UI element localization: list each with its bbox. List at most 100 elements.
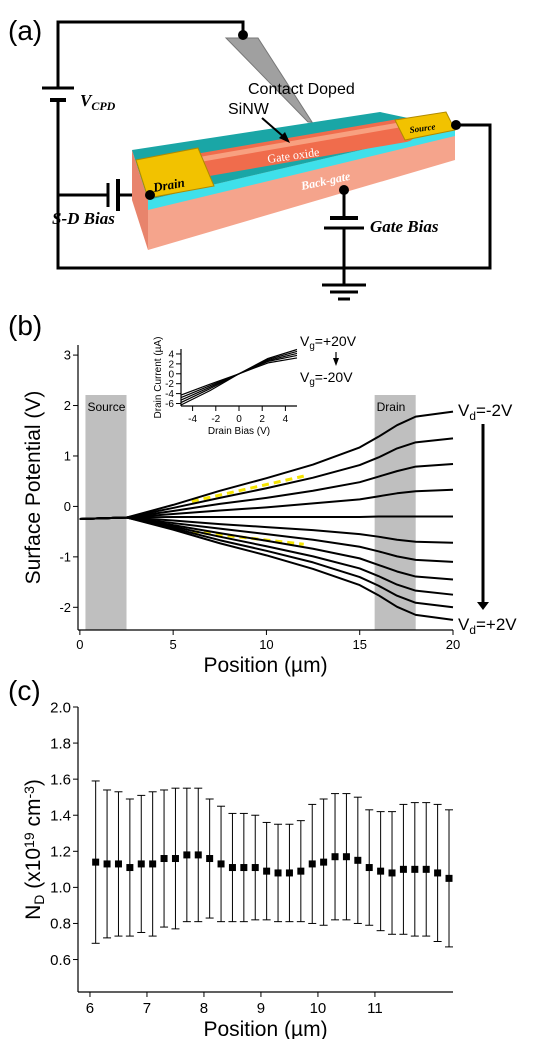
series-line: [79, 488, 454, 521]
series-line: [180, 348, 298, 396]
series-line: [79, 463, 454, 521]
annotation: Vd=+2V: [458, 615, 517, 637]
series-line: [180, 354, 298, 404]
marker: [240, 864, 248, 872]
marker: [388, 869, 396, 877]
marker: [183, 851, 191, 859]
label-part: d: [469, 623, 476, 637]
x-tick-label: 0: [76, 637, 83, 652]
terminal: [339, 185, 349, 195]
marker: [422, 865, 430, 873]
panel-label: (a): [8, 15, 42, 46]
x-axis-label: Position (µm): [203, 654, 327, 677]
source-label: Source: [409, 121, 436, 135]
terminal: [451, 120, 461, 130]
y-tick-label: 0.6: [50, 952, 71, 969]
x-tick-label: 20: [446, 637, 460, 652]
marker: [251, 864, 259, 872]
y-tick-label: -1: [59, 549, 71, 564]
oxide-layer: [148, 128, 455, 210]
marker: [171, 855, 179, 863]
back-gate-slab: [148, 128, 455, 250]
sd-bias-label: S-D Bias: [52, 209, 115, 228]
marker: [103, 860, 111, 868]
label-part: =+2V: [476, 615, 517, 634]
label-part: V: [300, 369, 310, 385]
marker: [137, 860, 145, 868]
x-axis-label: Drain Bias (V): [208, 426, 270, 437]
y-tick-label: 0.8: [50, 916, 71, 933]
y-tick-label: -4: [165, 389, 174, 400]
label-part: =+20V: [315, 333, 357, 349]
x-tick-label: 0: [236, 414, 242, 425]
y-tick-label: 1.0: [50, 880, 71, 897]
label-part: 19: [21, 832, 37, 848]
label-part: N: [22, 905, 45, 920]
x-tick-label: 5: [170, 637, 177, 652]
marker: [149, 860, 157, 868]
y-tick-label: 1: [64, 449, 71, 464]
x-tick-label: -2: [211, 414, 220, 425]
marker: [365, 864, 373, 872]
marker: [206, 855, 214, 863]
x-tick-label: 11: [367, 1000, 383, 1017]
marker: [399, 865, 407, 873]
label-part: g: [309, 377, 314, 388]
wire: [56, 100, 492, 270]
panel-label: (c): [8, 675, 41, 706]
y-tick-label: 2.0: [50, 699, 71, 716]
label-part: ): [22, 779, 45, 786]
y-tick-label: 1.4: [50, 807, 71, 824]
y-tick-label: 1.2: [50, 844, 71, 861]
series-line: [79, 516, 454, 544]
device: [132, 30, 461, 250]
y-tick-label: 0: [168, 369, 174, 380]
label-part: V: [300, 333, 310, 349]
marker: [217, 860, 225, 868]
series-line: [79, 516, 454, 621]
y-tick-label: -2: [59, 600, 71, 615]
x-tick-label: 15: [352, 637, 366, 652]
annotation: Vg=-20V: [300, 369, 353, 388]
label-part: cm: [22, 799, 45, 833]
label-part: V: [80, 91, 93, 110]
y-tick-label: 2: [168, 359, 174, 370]
marker: [377, 867, 385, 875]
circuit-diagram: [42, 20, 492, 301]
nanowire: [173, 118, 417, 180]
region-label: Drain: [377, 400, 406, 414]
nanowire-label: Contact Doped: [248, 81, 355, 98]
terminal: [238, 30, 248, 40]
y-tick-label: 4: [168, 349, 174, 360]
marker: [434, 869, 442, 877]
marker: [194, 851, 202, 859]
annotation: Vd=-2V: [458, 401, 513, 423]
label-part: D: [31, 895, 47, 905]
y-tick-label: 1.8: [50, 735, 71, 752]
marker: [297, 867, 305, 875]
marker: [263, 867, 271, 875]
x-tick-label: 6: [86, 1000, 94, 1017]
marker: [274, 869, 282, 877]
label-part: =-2V: [476, 401, 513, 420]
label-part: (x10: [22, 848, 45, 895]
label-part: d: [469, 409, 476, 423]
drain-label: Drain: [151, 175, 186, 195]
arrow-head: [477, 602, 489, 610]
y-tick-label: 0: [64, 499, 71, 514]
marker: [320, 858, 328, 866]
annotation: Vg=+20V: [300, 333, 357, 352]
arrow-head: [279, 132, 290, 143]
x-tick-label: 10: [310, 1000, 327, 1017]
shaded-region: [85, 395, 127, 630]
label-part: =-20V: [315, 369, 353, 385]
drain-pad: [135, 147, 215, 199]
y-axis-label: Drain Current (µA): [153, 337, 164, 419]
label-part: V: [458, 615, 470, 634]
guide-line: [191, 474, 305, 503]
wire: [56, 20, 245, 88]
marker: [331, 853, 339, 861]
y-tick-label: 1.6: [50, 771, 71, 788]
label-part: -3: [21, 786, 37, 799]
